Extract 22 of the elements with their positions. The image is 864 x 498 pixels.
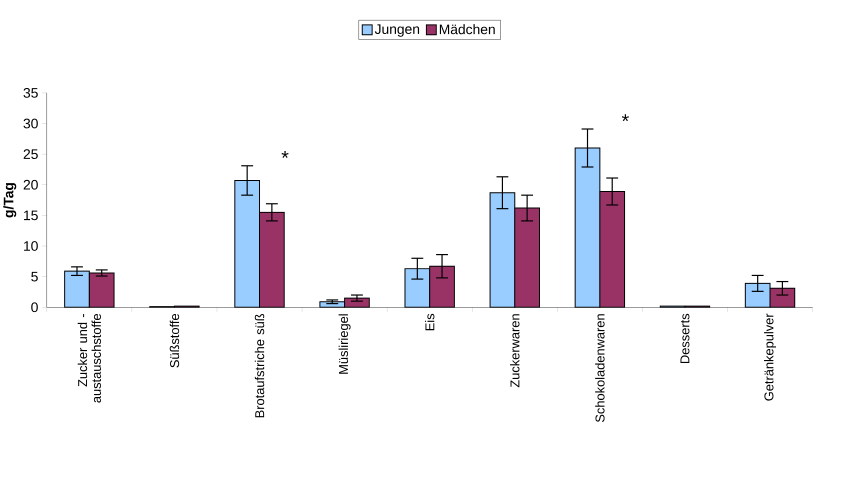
y-tick-label: 0	[31, 302, 38, 312]
legend-label: Mädchen	[440, 24, 495, 34]
x-tick-label: Brotaufstriche süß	[254, 314, 264, 418]
y-axis-title: g/Tag	[3, 183, 16, 218]
y-tick-label: 30	[24, 118, 38, 128]
x-tick-label: Süßstoffe	[170, 314, 180, 368]
y-tick-label: 20	[24, 180, 38, 190]
x-tick-label: Eis	[424, 314, 434, 330]
x-tick-label: Zuckerwaren	[510, 314, 520, 388]
x-tick-label: Getränkepulver	[764, 314, 776, 401]
x-tick-label: Schokoladenwaren	[595, 314, 605, 422]
x-tick-label: Desserts	[680, 314, 690, 364]
y-tick-label: 10	[24, 241, 38, 251]
y-tick-label: 15	[24, 210, 38, 220]
legend-label: Jungen	[374, 24, 420, 37]
x-tick-label: Müsliriegel	[338, 314, 351, 374]
y-tick-label: 35	[24, 88, 38, 98]
y-tick-label: 25	[24, 149, 38, 160]
y-tick-label: 5	[31, 272, 38, 282]
annotation: *	[282, 150, 289, 158]
annotation: *	[622, 114, 629, 122]
x-tick-label: Zucker und - austauschstoffe	[78, 314, 101, 403]
